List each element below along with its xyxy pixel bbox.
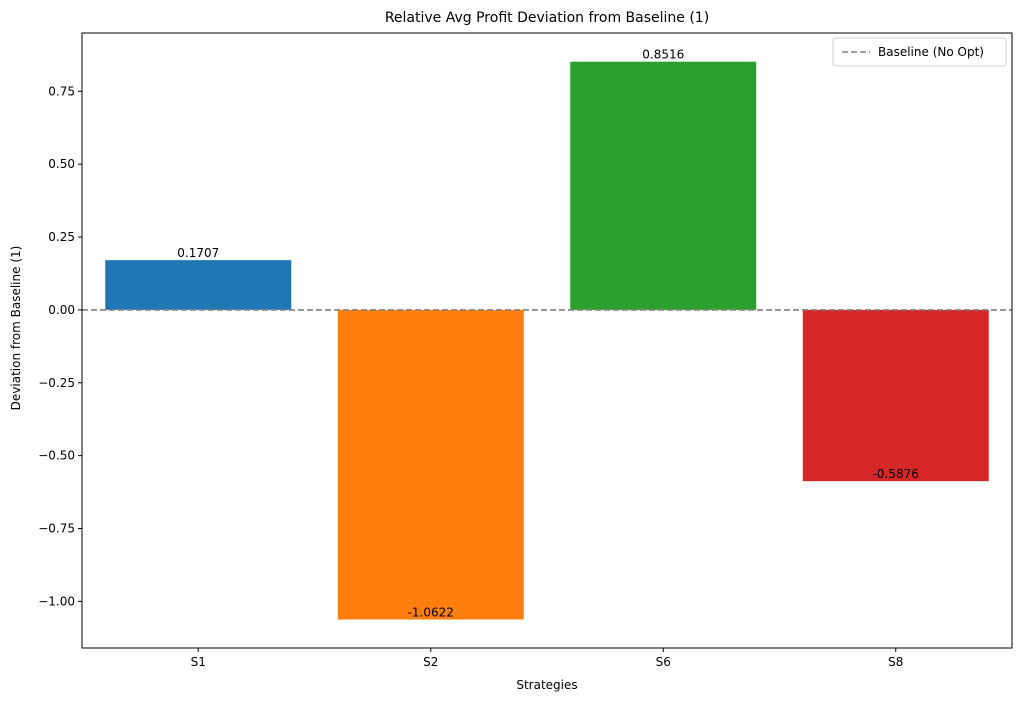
y-tick-label: −0.25 xyxy=(38,376,75,390)
x-tick-label-s6: S6 xyxy=(656,655,671,669)
plot-frame xyxy=(81,32,1013,649)
y-tick-label: 0.50 xyxy=(48,157,75,171)
y-tick-label: 0.25 xyxy=(48,230,75,244)
y-tick-label: −1.00 xyxy=(38,594,75,608)
y-tick-label: −0.50 xyxy=(38,449,75,463)
y-axis: −1.00 −0.75 −0.50 −0.25 0.00 0.25 0.50 0.75 xyxy=(38,84,82,608)
value-label-s2: -1.0622 xyxy=(408,605,454,619)
value-label-s8: -0.5876 xyxy=(873,467,919,481)
x-axis: S1 S2 S6 S8 xyxy=(191,648,903,669)
legend-box xyxy=(832,37,1007,67)
plot-area: 0.1707 -1.0622 0.8516 -0.5876 xyxy=(81,32,1013,649)
bar-s2 xyxy=(337,309,524,620)
value-labels-group: 0.1707 -1.0622 0.8516 -0.5876 xyxy=(177,48,919,620)
legend: Baseline (No Opt) xyxy=(832,37,1007,67)
y-tick-label: 0.00 xyxy=(48,303,75,317)
y-tick-label: 0.75 xyxy=(48,84,75,98)
legend-baseline-label: Baseline (No Opt) xyxy=(878,45,984,59)
bar-s1 xyxy=(105,260,292,310)
chart-title: Relative Avg Profit Deviation from Basel… xyxy=(385,10,709,26)
x-tick-label-s8: S8 xyxy=(888,655,903,669)
value-label-s6: 0.8516 xyxy=(642,48,684,62)
x-tick-label-s2: S2 xyxy=(423,655,438,669)
bar-s6 xyxy=(570,61,757,310)
bar-s8 xyxy=(802,309,989,482)
y-axis-label: Deviation from Baseline (1) xyxy=(9,246,23,411)
value-label-s1: 0.1707 xyxy=(177,246,219,260)
bars-group xyxy=(105,61,989,620)
x-axis-label: Strategies xyxy=(516,678,577,692)
x-tick-label-s1: S1 xyxy=(191,655,206,669)
y-tick-label: −0.75 xyxy=(38,521,75,535)
